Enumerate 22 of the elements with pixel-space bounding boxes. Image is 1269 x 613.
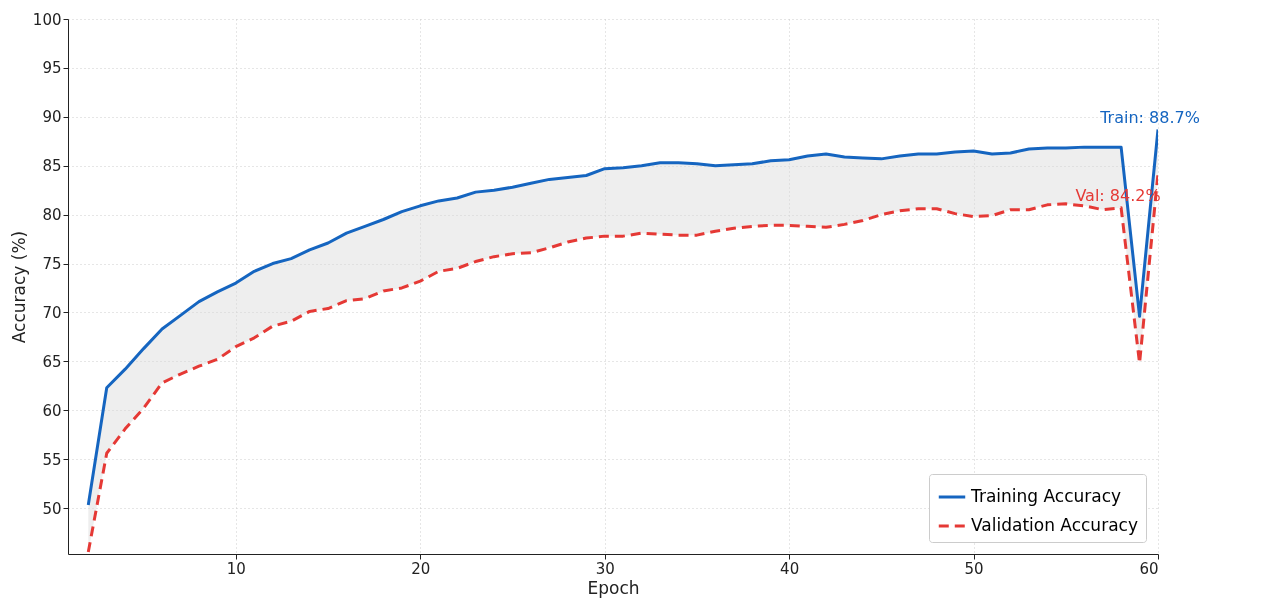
x-tick-label: 50 xyxy=(964,559,984,578)
x-tick-label: 20 xyxy=(411,559,431,578)
x-axis-title: Epoch xyxy=(587,577,640,598)
legend-label: Validation Accuracy xyxy=(971,515,1138,535)
x-tick-label: 10 xyxy=(226,559,246,578)
y-tick-label: 90 xyxy=(42,108,62,127)
y-tick-label: 55 xyxy=(42,450,62,469)
x-tick-label: 40 xyxy=(780,559,800,578)
y-tick-label: 95 xyxy=(42,59,62,78)
legend-label: Training Accuracy xyxy=(970,486,1122,506)
y-tick-label: 85 xyxy=(42,157,62,176)
x-tick-label: 60 xyxy=(1139,559,1159,578)
y-tick-label: 75 xyxy=(42,255,62,274)
y-tick-label: 50 xyxy=(42,499,62,518)
y-tick-label: 70 xyxy=(42,303,62,322)
y-tick-label: 80 xyxy=(42,206,62,225)
y-tick-label: 65 xyxy=(42,352,62,371)
y-tick-label: 60 xyxy=(42,401,62,420)
y-axis-title: Accuracy (%) xyxy=(8,230,29,344)
annotation: Train: 88.7% xyxy=(1099,107,1200,127)
y-tick-label: 100 xyxy=(32,10,62,29)
x-tick-label: 30 xyxy=(595,559,615,578)
